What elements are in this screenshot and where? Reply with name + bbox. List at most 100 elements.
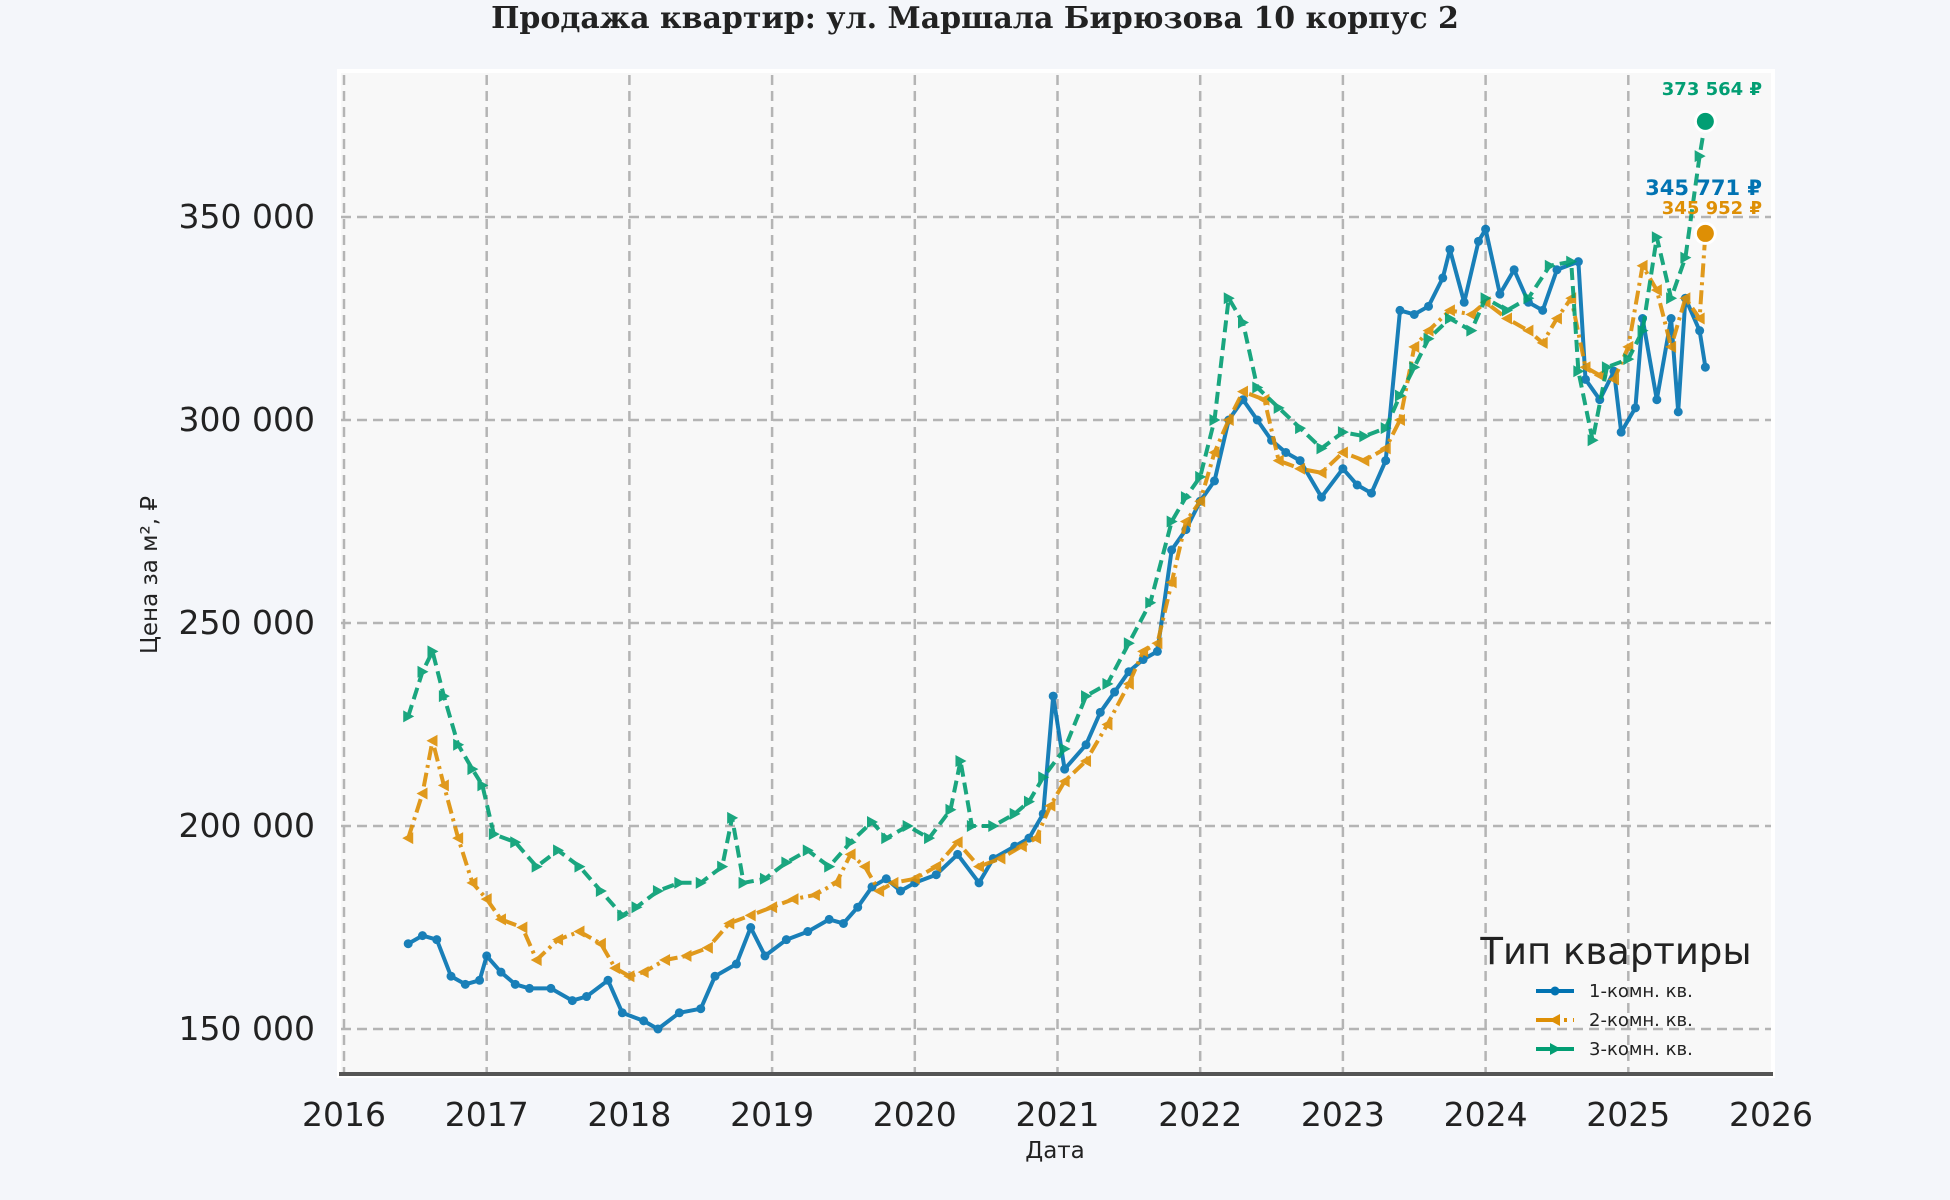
data-marker-icon xyxy=(1023,795,1035,808)
data-marker-icon xyxy=(858,860,870,873)
data-marker-icon xyxy=(973,860,985,873)
x-tick-label: 2018 xyxy=(587,1095,671,1134)
data-marker-icon xyxy=(1110,687,1120,697)
data-marker-icon xyxy=(603,975,613,985)
data-marker-icon xyxy=(824,860,836,873)
data-marker-icon xyxy=(1080,755,1092,768)
data-marker-icon xyxy=(966,820,978,832)
data-marker-icon xyxy=(924,832,936,845)
data-marker-icon xyxy=(1700,362,1710,372)
data-marker-icon xyxy=(652,884,664,897)
data-marker-icon xyxy=(824,914,834,924)
data-marker-icon xyxy=(1394,389,1406,402)
y-tick-label: 250 000 xyxy=(179,603,315,642)
data-marker-icon xyxy=(1222,414,1234,426)
y-tick-labels: 150 000 200 000 250 000 300 000 350 000 xyxy=(179,197,315,1048)
data-marker-icon xyxy=(1393,414,1405,426)
data-marker-icon xyxy=(475,975,485,985)
data-marker-icon xyxy=(723,917,735,930)
data-marker-icon xyxy=(1209,414,1221,426)
data-marker-icon xyxy=(516,921,528,934)
data-marker-icon xyxy=(1466,324,1478,337)
data-marker-icon xyxy=(1673,407,1683,417)
data-marker-icon xyxy=(432,935,442,945)
data-marker-icon xyxy=(717,860,729,873)
data-marker-icon xyxy=(1101,718,1113,731)
data-marker-icon xyxy=(594,937,606,950)
data-marker-icon xyxy=(477,779,489,792)
data-marker-icon xyxy=(1294,462,1306,475)
data-marker-icon xyxy=(653,1024,663,1034)
data-marker-icon xyxy=(1580,374,1590,384)
data-marker-icon xyxy=(1438,273,1448,283)
data-marker-icon xyxy=(1237,385,1249,398)
data-marker-icon xyxy=(1550,986,1560,996)
data-marker-icon xyxy=(467,763,479,776)
data-marker-icon xyxy=(1081,740,1091,750)
data-marker-icon xyxy=(466,876,478,889)
data-marker-icon xyxy=(427,645,439,658)
data-marker-icon xyxy=(482,951,492,961)
data-marker-icon xyxy=(1358,454,1370,467)
data-marker-icon xyxy=(1336,446,1348,459)
data-marker-icon xyxy=(1238,316,1250,329)
data-marker-icon xyxy=(1501,312,1513,325)
data-marker-icon xyxy=(416,787,428,800)
data-marker-icon xyxy=(1523,292,1535,305)
data-marker-icon xyxy=(1473,236,1483,246)
data-marker-icon xyxy=(1295,456,1305,466)
data-marker-icon xyxy=(881,874,891,884)
data-marker-icon xyxy=(1423,332,1435,345)
data-marker-icon xyxy=(1252,381,1264,394)
data-marker-icon xyxy=(573,925,585,938)
data-marker-icon xyxy=(1443,304,1455,317)
data-marker-icon xyxy=(1081,690,1093,703)
data-marker-icon xyxy=(1058,775,1070,788)
data-marker-icon xyxy=(1622,340,1634,353)
data-marker-icon xyxy=(567,996,577,1006)
data-marker-icon xyxy=(1623,353,1635,366)
data-marker-icon xyxy=(402,832,414,845)
endpoint-label: 373 564 ₽ xyxy=(1662,79,1762,100)
data-marker-icon xyxy=(1048,691,1058,701)
data-marker-icon xyxy=(746,923,756,932)
data-marker-icon xyxy=(1445,244,1455,254)
data-marker-icon xyxy=(595,884,607,897)
data-marker-icon xyxy=(974,878,984,888)
data-marker-icon xyxy=(1102,677,1114,690)
data-marker-icon xyxy=(631,901,643,914)
data-marker-icon xyxy=(1679,292,1691,305)
y-tick-label: 350 000 xyxy=(179,197,315,236)
x-tick-label: 2024 xyxy=(1444,1095,1528,1134)
data-marker-icon xyxy=(437,779,449,792)
data-marker-icon xyxy=(1544,259,1556,272)
data-marker-icon xyxy=(1145,596,1157,609)
data-marker-icon xyxy=(1408,340,1420,353)
data-marker-icon xyxy=(1152,646,1162,656)
data-marker-icon xyxy=(446,971,456,981)
data-marker-icon xyxy=(1694,150,1706,163)
data-marker-icon xyxy=(1272,454,1284,467)
data-marker-icon xyxy=(1180,491,1192,504)
data-marker-icon xyxy=(525,983,535,993)
data-marker-icon xyxy=(1123,637,1135,650)
data-marker-icon xyxy=(945,803,957,816)
data-marker-icon xyxy=(695,876,707,889)
data-marker-icon xyxy=(902,820,914,832)
data-marker-icon xyxy=(460,979,470,989)
data-marker-icon xyxy=(530,953,542,966)
data-marker-icon xyxy=(1636,259,1648,272)
x-tick-label: 2019 xyxy=(730,1095,814,1134)
data-marker-icon xyxy=(1549,1014,1560,1026)
series-2-комн. кв. xyxy=(402,227,1711,983)
data-marker-icon xyxy=(1616,427,1626,437)
data-marker-icon xyxy=(1252,415,1262,425)
data-marker-icon xyxy=(803,927,813,937)
data-marker-icon xyxy=(1380,422,1392,435)
data-marker-icon xyxy=(1258,393,1270,406)
data-marker-icon xyxy=(403,710,415,723)
data-marker-icon xyxy=(766,901,778,914)
data-marker-icon xyxy=(1337,426,1349,439)
data-marker-icon xyxy=(574,860,586,873)
